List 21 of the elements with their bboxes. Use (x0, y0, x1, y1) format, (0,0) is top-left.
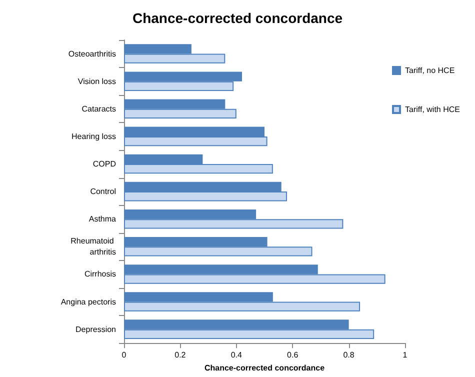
x-tick-label: 0.6 (287, 350, 299, 360)
y-tick-label: Depression (76, 324, 116, 334)
y-tick-label: Cirrhosis (84, 270, 116, 279)
y-tick-label: Control (90, 187, 116, 196)
x-tick-label: 1 (402, 350, 408, 360)
y-tick-label: Asthma (88, 214, 117, 224)
legend-label: Tariff, no HCE (405, 66, 455, 75)
y-tick-label: Osteoarthritis (68, 49, 116, 58)
x-axis-title: Chance-corrected concordance (204, 364, 326, 372)
y-tick-label: Rheumatoid arthritis (70, 236, 116, 257)
y-tick-label: Hearing loss (72, 132, 116, 141)
chart-title: Chance-corrected concordance (132, 10, 343, 26)
y-tick-label: COPD (92, 159, 116, 168)
x-tick-label: 0.4 (230, 350, 243, 360)
legend-label: Tariff, with HCE (405, 105, 460, 114)
x-tick-label: 0 (122, 350, 127, 360)
x-tick-label: 0.8 (343, 350, 355, 360)
x-tick-label: 0.2 (174, 350, 186, 360)
y-tick-label: Angina pectoris (60, 297, 116, 306)
y-tick-label: Vision loss (78, 76, 116, 86)
y-tick-label: Cataracts (82, 104, 116, 114)
